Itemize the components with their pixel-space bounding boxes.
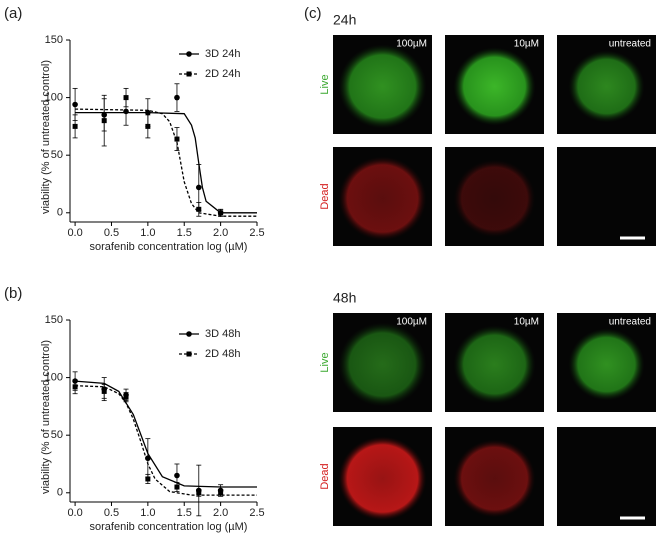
x-tick-label: 0.5 xyxy=(104,227,119,239)
image-label: untreated xyxy=(609,39,651,50)
y-tick-label: 50 xyxy=(51,429,63,441)
x-tick-label: 2.5 xyxy=(249,227,264,239)
spheroid xyxy=(453,47,536,126)
legend-label: 3D 48h xyxy=(205,328,240,340)
legend-marker xyxy=(186,51,192,57)
marker xyxy=(145,109,151,116)
legend-marker xyxy=(186,71,192,77)
marker xyxy=(101,118,107,124)
x-tick-label: 1.5 xyxy=(177,507,192,519)
x-axis-label: sorafenib concentration log (µM) xyxy=(90,241,248,253)
image-label: 100µM xyxy=(396,39,427,50)
spheroid xyxy=(338,156,427,241)
x-tick-label: 1.5 xyxy=(177,227,192,239)
row-label: Live xyxy=(319,352,331,372)
x-tick-label: 0.0 xyxy=(67,227,82,239)
panel-label: (c) xyxy=(304,5,322,22)
micrograph xyxy=(557,147,656,246)
spheroid xyxy=(453,159,536,238)
marker xyxy=(218,490,224,496)
marker xyxy=(174,136,180,142)
x-tick-label: 0.0 xyxy=(67,507,82,519)
marker xyxy=(101,388,107,394)
marker xyxy=(196,206,202,212)
marker xyxy=(72,101,78,108)
image-label: 10µM xyxy=(514,317,539,328)
legend-marker xyxy=(186,351,192,357)
spheroid xyxy=(568,50,645,123)
marker xyxy=(123,394,129,400)
x-tick-label: 2.5 xyxy=(249,507,264,519)
legend-label: 3D 24h xyxy=(205,48,240,60)
y-tick-label: 150 xyxy=(45,314,63,326)
y-tick-label: 0 xyxy=(57,487,63,499)
spheroid xyxy=(338,44,427,129)
x-tick-label: 1.0 xyxy=(140,227,155,239)
panel-label: (b) xyxy=(4,285,22,302)
y-tick-label: 100 xyxy=(45,372,63,384)
image-label: 10µM xyxy=(514,39,539,50)
y-tick-label: 0 xyxy=(57,207,63,219)
image-label: 100µM xyxy=(396,317,427,328)
marker xyxy=(195,184,202,191)
marker xyxy=(174,94,180,101)
y-tick-label: 100 xyxy=(45,92,63,104)
marker xyxy=(218,210,224,216)
micrograph xyxy=(557,427,656,526)
row-label: Dead xyxy=(319,183,331,209)
marker xyxy=(174,484,180,490)
marker xyxy=(72,384,78,390)
panel-label: (a) xyxy=(4,5,22,22)
x-axis-label: sorafenib concentration log (µM) xyxy=(90,521,248,533)
spheroid xyxy=(453,439,536,518)
y-tick-label: 50 xyxy=(51,149,63,161)
fit-curve xyxy=(75,380,257,488)
y-tick-label: 150 xyxy=(45,34,63,46)
x-tick-label: 2.0 xyxy=(213,227,228,239)
marker xyxy=(145,476,151,482)
spheroid xyxy=(338,322,427,407)
fit-curve xyxy=(75,108,257,217)
y-axis-label: viability (% of untreated control) xyxy=(40,340,52,494)
row-label: Live xyxy=(319,74,331,94)
y-axis-label: viability (% of untreated control) xyxy=(40,60,52,214)
legend-label: 2D 24h xyxy=(205,68,240,80)
row-label: Dead xyxy=(319,463,331,489)
x-tick-label: 2.0 xyxy=(213,507,228,519)
marker xyxy=(145,123,151,129)
legend-marker xyxy=(186,331,192,337)
fit-curve xyxy=(75,111,257,214)
group-title: 24h xyxy=(333,12,356,28)
x-tick-label: 0.5 xyxy=(104,507,119,519)
spheroid xyxy=(453,325,536,404)
image-label: untreated xyxy=(609,317,651,328)
legend-label: 2D 48h xyxy=(205,348,240,360)
group-title: 48h xyxy=(333,290,356,306)
marker xyxy=(123,95,129,101)
spheroid xyxy=(568,328,645,401)
marker xyxy=(72,123,78,129)
marker xyxy=(196,490,202,496)
spheroid xyxy=(338,436,427,521)
marker xyxy=(174,472,180,479)
fit-curve xyxy=(75,385,257,496)
x-tick-label: 1.0 xyxy=(140,507,155,519)
